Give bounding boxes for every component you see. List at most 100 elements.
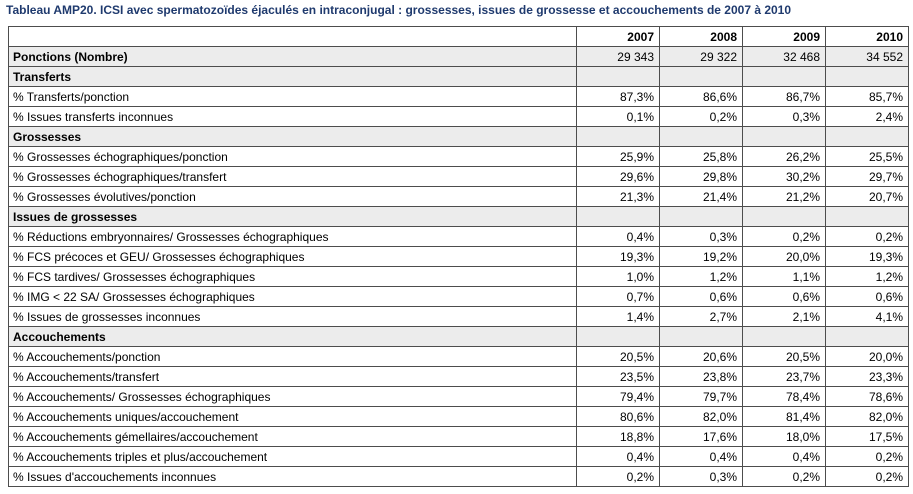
- value-cell: 0,2%: [576, 466, 660, 487]
- value-cell: 1,4%: [576, 306, 660, 327]
- row-label-cell: % Accouchements triples et plus/accouche…: [8, 446, 577, 467]
- ponctions-row: Ponctions (Nombre) 29 343 29 322 32 468 34 5…: [8, 46, 909, 67]
- value-cell: 21,3%: [576, 186, 660, 207]
- table-row: % Grossesses échographiques/ponction 25,9…: [8, 146, 909, 167]
- table-row: % IMG < 22 SA/ Grossesses échographiques…: [8, 286, 909, 307]
- value-cell: 0,3%: [742, 106, 826, 127]
- row-label-cell: % Grossesses évolutives/ponction: [8, 186, 577, 207]
- row-label-cell: % Réductions embryonnaires/ Grossesses é…: [8, 226, 577, 247]
- value-cell: 82,0%: [659, 406, 743, 427]
- table-row: % Accouchements/transfert 23,5% 23,8% 23,7%…: [8, 366, 909, 387]
- value-cell: 25,8%: [659, 146, 743, 167]
- row-label-cell: % Accouchements/ Grossesses échographiqu…: [8, 386, 577, 407]
- value-cell: 19,3%: [825, 246, 909, 267]
- value-cell: 4,1%: [825, 306, 909, 327]
- value-cell: 19,3%: [576, 246, 660, 267]
- section-blank-cell: [576, 326, 660, 347]
- value-cell: 20,5%: [742, 346, 826, 367]
- row-label-cell: Ponctions (Nombre): [8, 46, 577, 67]
- section-blank-cell: [576, 126, 660, 147]
- value-cell: 21,2%: [742, 186, 826, 207]
- value-cell: 0,7%: [576, 286, 660, 307]
- section-row: Grossesses: [8, 126, 909, 147]
- value-cell: 17,5%: [825, 426, 909, 447]
- value-cell: 23,5%: [576, 366, 660, 387]
- value-cell: 0,1%: [576, 106, 660, 127]
- year-header-cell: 2007: [576, 26, 660, 47]
- row-label-cell: % IMG < 22 SA/ Grossesses échographiques: [8, 286, 577, 307]
- value-cell: 2,7%: [659, 306, 743, 327]
- value-cell: 1,2%: [659, 266, 743, 287]
- value-cell: 78,6%: [825, 386, 909, 407]
- table-row: % FCS tardives/ Grossesses échographique…: [8, 266, 909, 287]
- table-row: % Issues transferts inconnues 0,1% 0,2% 0,3…: [8, 106, 909, 127]
- section-blank-cell: [742, 326, 826, 347]
- value-cell: 30,2%: [742, 166, 826, 187]
- value-cell: 0,2%: [742, 226, 826, 247]
- value-cell: 0,3%: [659, 226, 743, 247]
- value-cell: 0,6%: [825, 286, 909, 307]
- value-cell: 23,7%: [742, 366, 826, 387]
- value-cell: 29 322: [659, 46, 743, 67]
- value-cell: 0,4%: [659, 446, 743, 467]
- value-cell: 0,6%: [742, 286, 826, 307]
- value-cell: 18,8%: [576, 426, 660, 447]
- section-heading-cell: Transferts: [8, 66, 577, 87]
- section-heading-cell: Grossesses: [8, 126, 577, 147]
- section-heading-cell: Accouchements: [8, 326, 577, 347]
- table-row: % Accouchements uniques/accouchement 80,6…: [8, 406, 909, 427]
- value-cell: 0,3%: [659, 466, 743, 487]
- value-cell: 23,8%: [659, 366, 743, 387]
- table-body: 2007 2008 2009 2010 Ponctions (Nombre) 29 343…: [8, 26, 909, 487]
- value-cell: 87,3%: [576, 86, 660, 107]
- row-label-cell: % Accouchements gémellaires/accouchement: [8, 426, 577, 447]
- section-blank-cell: [742, 66, 826, 87]
- value-cell: 0,2%: [825, 446, 909, 467]
- table-row: % Issues de grossesses inconnues 1,4% 2,7%…: [8, 306, 909, 327]
- value-cell: 26,2%: [742, 146, 826, 167]
- table-row: % Accouchements/ Grossesses échographiqu…: [8, 386, 909, 407]
- data-table: 2007 2008 2009 2010 Ponctions (Nombre) 29 343…: [8, 26, 909, 487]
- value-cell: 0,2%: [825, 466, 909, 487]
- value-cell: 34 552: [825, 46, 909, 67]
- section-blank-cell: [825, 326, 909, 347]
- section-blank-cell: [825, 206, 909, 227]
- table-row: % Accouchements gémellaires/accouchement…: [8, 426, 909, 447]
- header-blank-cell: [8, 26, 577, 47]
- value-cell: 82,0%: [825, 406, 909, 427]
- table-row: % Grossesses évolutives/ponction 21,3% 21,…: [8, 186, 909, 207]
- value-cell: 85,7%: [825, 86, 909, 107]
- value-cell: 1,2%: [825, 266, 909, 287]
- section-row: Transferts: [8, 66, 909, 87]
- year-header-cell: 2010: [825, 26, 909, 47]
- section-heading-cell: Issues de grossesses: [8, 206, 577, 227]
- value-cell: 0,4%: [576, 226, 660, 247]
- year-header-cell: 2009: [742, 26, 826, 47]
- value-cell: 21,4%: [659, 186, 743, 207]
- row-label-cell: % Grossesses échographiques/ponction: [8, 146, 577, 167]
- row-label-cell: % Accouchements/transfert: [8, 366, 577, 387]
- row-label-cell: % Grossesses échographiques/transfert: [8, 166, 577, 187]
- section-blank-cell: [576, 206, 660, 227]
- row-label-cell: % Issues de grossesses inconnues: [8, 306, 577, 327]
- row-label-cell: % Accouchements/ponction: [8, 346, 577, 367]
- table-row: % FCS précoces et GEU/ Grossesses échogr…: [8, 246, 909, 267]
- value-cell: 20,7%: [825, 186, 909, 207]
- value-cell: 20,5%: [576, 346, 660, 367]
- value-cell: 29,8%: [659, 166, 743, 187]
- table-row: % Accouchements triples et plus/accouche…: [8, 446, 909, 467]
- value-cell: 23,3%: [825, 366, 909, 387]
- value-cell: 20,0%: [742, 246, 826, 267]
- section-row: Accouchements: [8, 326, 909, 347]
- section-blank-cell: [659, 326, 743, 347]
- row-label-cell: % Accouchements uniques/accouchement: [8, 406, 577, 427]
- value-cell: 79,7%: [659, 386, 743, 407]
- value-cell: 1,1%: [742, 266, 826, 287]
- table-row: % Grossesses échographiques/transfert 29,…: [8, 166, 909, 187]
- value-cell: 86,7%: [742, 86, 826, 107]
- row-label-cell: % FCS précoces et GEU/ Grossesses échogr…: [8, 246, 577, 267]
- row-label-cell: % Issues transferts inconnues: [8, 106, 577, 127]
- table-row: % Transferts/ponction 87,3% 86,6% 86,7% 85,7…: [8, 86, 909, 107]
- value-cell: 86,6%: [659, 86, 743, 107]
- value-cell: 20,0%: [825, 346, 909, 367]
